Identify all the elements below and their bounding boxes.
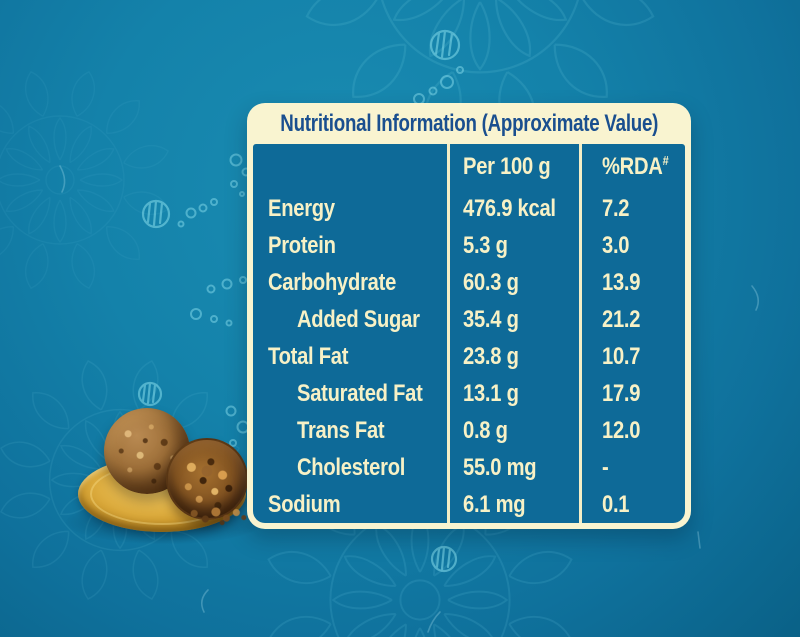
laddoo-doodle-icon: [141, 199, 171, 229]
nutrient-label: Total Fat: [268, 342, 349, 370]
nutrient-label: Added Sugar: [297, 305, 420, 333]
nutrition-card: Nutritional Information (Approximate Val…: [247, 103, 691, 529]
card-title-text: Nutritional Information (Approximate Val…: [280, 109, 658, 137]
laddoo-crumbs: [188, 498, 250, 526]
per100-value: 6.1 mg: [463, 490, 526, 518]
laddoo-plate-photo: [0, 0, 330, 560]
row-energy: Energy 476.9 kcal 7.2: [253, 190, 685, 227]
rda-value: 17.9: [602, 379, 641, 407]
nutrient-label: Cholesterol: [297, 453, 406, 481]
table-header-row: Per 100 g %RDA#: [253, 144, 685, 190]
row-saturated-fat: Saturated Fat 13.1 g 17.9: [253, 375, 685, 412]
nutrient-label: Trans Fat: [297, 416, 385, 444]
rda-value: 12.0: [602, 416, 641, 444]
rda-value: 21.2: [602, 305, 641, 333]
per100-value: 476.9 kcal: [463, 194, 556, 222]
squiggle-icon: [59, 165, 760, 633]
laddoo-doodle-icon: [137, 381, 163, 407]
rda-value: 10.7: [602, 342, 641, 370]
rda-value: 3.0: [602, 231, 630, 259]
row-carbohydrate: Carbohydrate 60.3 g 13.9: [253, 264, 685, 301]
row-cholesterol: Cholesterol 55.0 mg -: [253, 449, 685, 486]
nutrient-label: Protein: [268, 231, 336, 259]
mandala-pattern: [0, 70, 170, 290]
rda-value: -: [602, 453, 609, 481]
row-added-sugar: Added Sugar 35.4 g 21.2: [253, 301, 685, 338]
per100-value: 5.3 g: [463, 231, 508, 259]
laddoo-doodle-icon: [430, 545, 458, 573]
rda-footnote-marker: #: [662, 153, 669, 168]
nutrition-table: Per 100 g %RDA# Energy 476.9 kcal 7.2 Pr…: [253, 144, 685, 523]
nutrient-label: Saturated Fat: [297, 379, 423, 407]
per100-value: 23.8 g: [463, 342, 519, 370]
col-header-empty: [253, 144, 447, 190]
per100-value: 35.4 g: [463, 305, 519, 333]
row-trans-fat: Trans Fat 0.8 g 12.0: [253, 412, 685, 449]
row-sodium: Sodium 6.1 mg 0.1: [253, 486, 685, 523]
rda-value: 7.2: [602, 194, 630, 222]
row-total-fat: Total Fat 23.8 g 10.7: [253, 338, 685, 375]
per100-value: 55.0 mg: [463, 453, 537, 481]
nutrient-label: Sodium: [268, 490, 341, 518]
nutrient-label: Energy: [268, 194, 335, 222]
laddoo-doodle-icon: [429, 29, 461, 61]
per100-value: 60.3 g: [463, 268, 519, 296]
rda-value: 0.1: [602, 490, 630, 518]
row-protein: Protein 5.3 g 3.0: [253, 227, 685, 264]
rda-value: 13.9: [602, 268, 641, 296]
col-header-rda: %RDA#: [579, 144, 685, 190]
nutrient-label: Carbohydrate: [268, 268, 397, 296]
card-title: Nutritional Information (Approximate Val…: [247, 103, 691, 144]
col-header-per100: Per 100 g: [447, 144, 579, 190]
per100-value: 13.1 g: [463, 379, 519, 407]
per100-value: 0.8 g: [463, 416, 508, 444]
